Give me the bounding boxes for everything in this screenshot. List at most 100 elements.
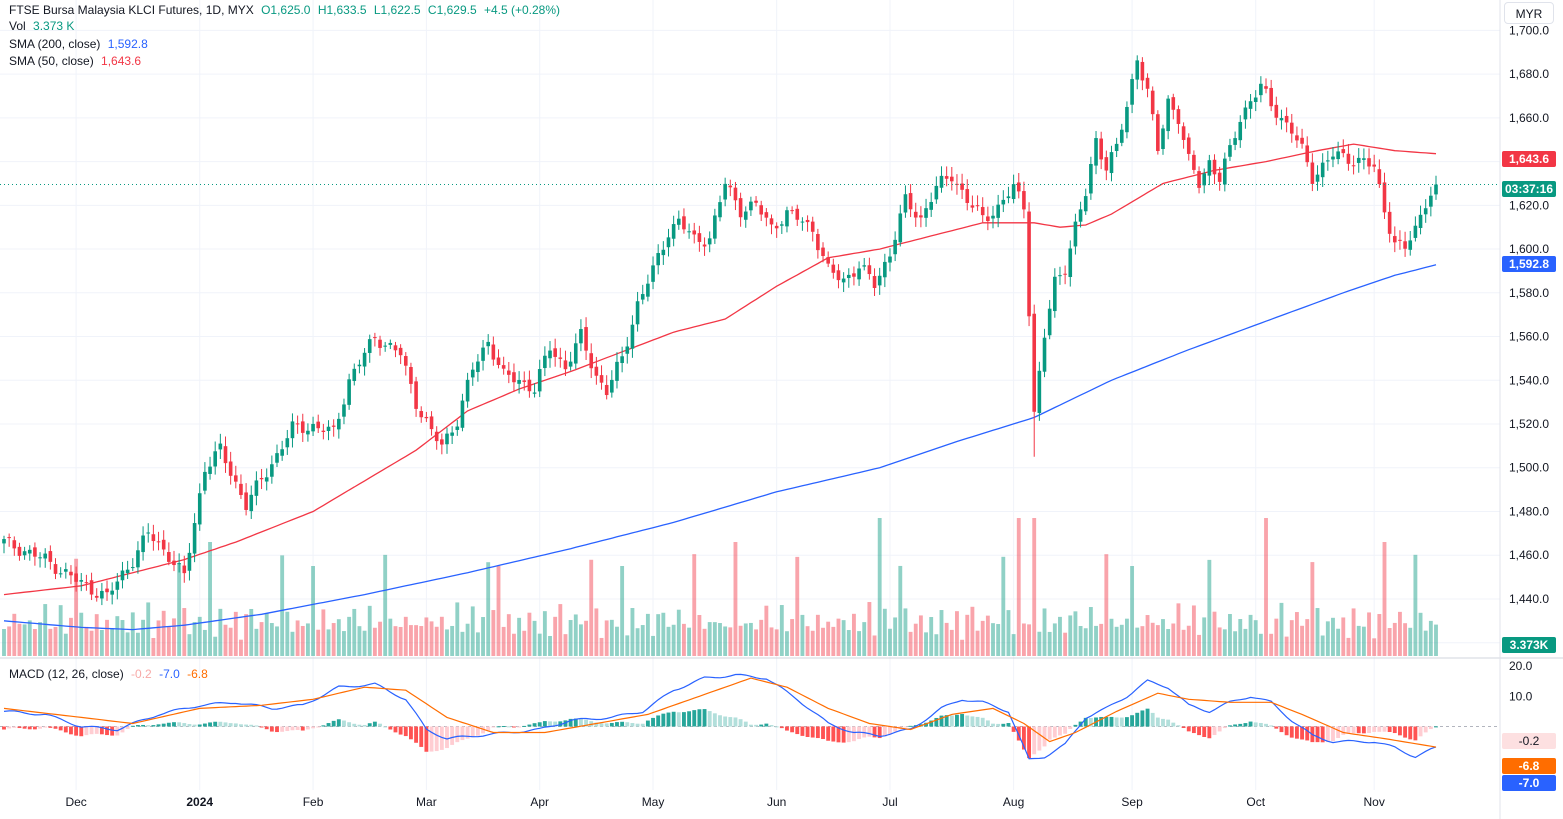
candle-body xyxy=(1382,182,1387,213)
volume-bar xyxy=(651,635,655,656)
candle xyxy=(1135,55,1140,90)
candle xyxy=(249,485,254,519)
macd-hist-bar xyxy=(1186,726,1191,732)
candle xyxy=(476,354,480,382)
macd-hist-bar xyxy=(486,726,491,731)
candle xyxy=(496,349,501,369)
sma50-legend[interactable]: SMA (50, close) 1,643.6 xyxy=(9,53,145,69)
candle-body xyxy=(110,590,114,595)
candle xyxy=(1408,231,1413,256)
candle xyxy=(357,359,362,374)
volume-bar xyxy=(115,616,120,656)
candle xyxy=(311,416,315,436)
macd-hist-bar xyxy=(326,723,331,727)
macd-hist-bar xyxy=(1392,726,1397,734)
candle-body xyxy=(285,438,290,448)
macd-hist-bar xyxy=(1222,726,1227,729)
volume-bar xyxy=(372,627,377,656)
macd-hist-bar xyxy=(1135,712,1140,727)
macd-hist-bar xyxy=(1228,725,1232,727)
candle-body xyxy=(79,580,84,582)
candle-body xyxy=(764,212,769,218)
candle xyxy=(203,462,207,495)
macd-hist-bar xyxy=(1001,723,1006,727)
high-value: H1,633.5 xyxy=(317,3,367,17)
candle xyxy=(94,588,99,602)
candle-body xyxy=(1140,61,1145,81)
macd-hist-bar xyxy=(419,726,424,747)
macd-hist-bar xyxy=(378,723,382,727)
macd-hist-bar xyxy=(1305,726,1310,741)
volume-bar xyxy=(357,626,362,656)
candle-body xyxy=(604,384,609,396)
candle-body xyxy=(100,590,104,599)
candle xyxy=(130,558,135,572)
volume-bar xyxy=(1398,611,1402,656)
volume-bar xyxy=(882,608,887,656)
candlesticks xyxy=(2,55,1438,606)
volume-bar xyxy=(22,624,27,656)
candle xyxy=(615,352,619,389)
candle xyxy=(836,264,841,289)
candle-body xyxy=(7,537,11,539)
candle-body xyxy=(1356,157,1361,163)
macd-hist-bar xyxy=(295,726,300,731)
candle xyxy=(821,242,825,263)
candle-body xyxy=(1264,86,1268,89)
macd-hist-bar xyxy=(553,721,558,727)
macd-hist-bar xyxy=(785,726,789,731)
candle-body xyxy=(816,234,820,251)
macd-hist-bar xyxy=(1006,723,1011,727)
candle-body xyxy=(1202,173,1207,186)
currency-button[interactable]: MYR xyxy=(1504,2,1554,24)
candle-body xyxy=(1089,163,1093,194)
candle xyxy=(1274,96,1279,126)
candle-body xyxy=(27,549,32,554)
volume-bar xyxy=(486,562,491,656)
candle-body xyxy=(130,567,135,569)
macd-hist-bar xyxy=(445,726,449,749)
volume-bar xyxy=(48,628,53,656)
macd-hist-bar xyxy=(754,724,758,727)
volume-bar xyxy=(208,542,212,656)
volume-bar xyxy=(913,623,918,656)
candle-body xyxy=(1207,160,1212,176)
candle xyxy=(383,341,387,352)
price-axis-label: 1,520.0 xyxy=(1509,417,1549,431)
candle xyxy=(970,195,975,213)
macd-legend[interactable]: MACD (12, 26, close) -0.2 -7.0 -6.8 xyxy=(9,666,212,682)
candle xyxy=(244,483,248,516)
candle xyxy=(429,411,434,436)
volume-bar xyxy=(1341,617,1346,656)
volume-bar xyxy=(743,623,748,656)
candle xyxy=(656,244,660,275)
sma200-legend[interactable]: SMA (200, close) 1,592.8 xyxy=(9,36,152,52)
candle-body xyxy=(749,201,753,211)
candle-body xyxy=(1403,241,1407,249)
volume-bar xyxy=(1088,607,1093,656)
candle xyxy=(110,582,114,605)
macd-hist-bar xyxy=(970,716,975,727)
volume-bar xyxy=(1423,630,1428,656)
candle-body xyxy=(996,204,1000,218)
volume-bar xyxy=(687,627,692,656)
candle-body xyxy=(84,582,89,584)
candle xyxy=(749,196,753,216)
macd-hist-bar xyxy=(692,710,697,727)
candle xyxy=(872,268,877,296)
candle-body xyxy=(512,372,516,383)
volume-bar xyxy=(496,566,501,656)
macd-hist-bar xyxy=(455,726,460,743)
volume-bar xyxy=(38,622,42,656)
volume-legend[interactable]: Vol 3.373 K xyxy=(9,18,78,34)
candle-body xyxy=(347,379,351,405)
candle-body xyxy=(326,426,331,431)
macd-hist-bar xyxy=(22,726,27,729)
symbol-title[interactable]: FTSE Bursa Malaysia KLCI Futures, 1D, MY… xyxy=(9,3,254,17)
volume-bar xyxy=(342,631,346,656)
candle-body xyxy=(517,379,521,384)
candle-body xyxy=(553,348,557,357)
candle-body xyxy=(1408,240,1413,250)
